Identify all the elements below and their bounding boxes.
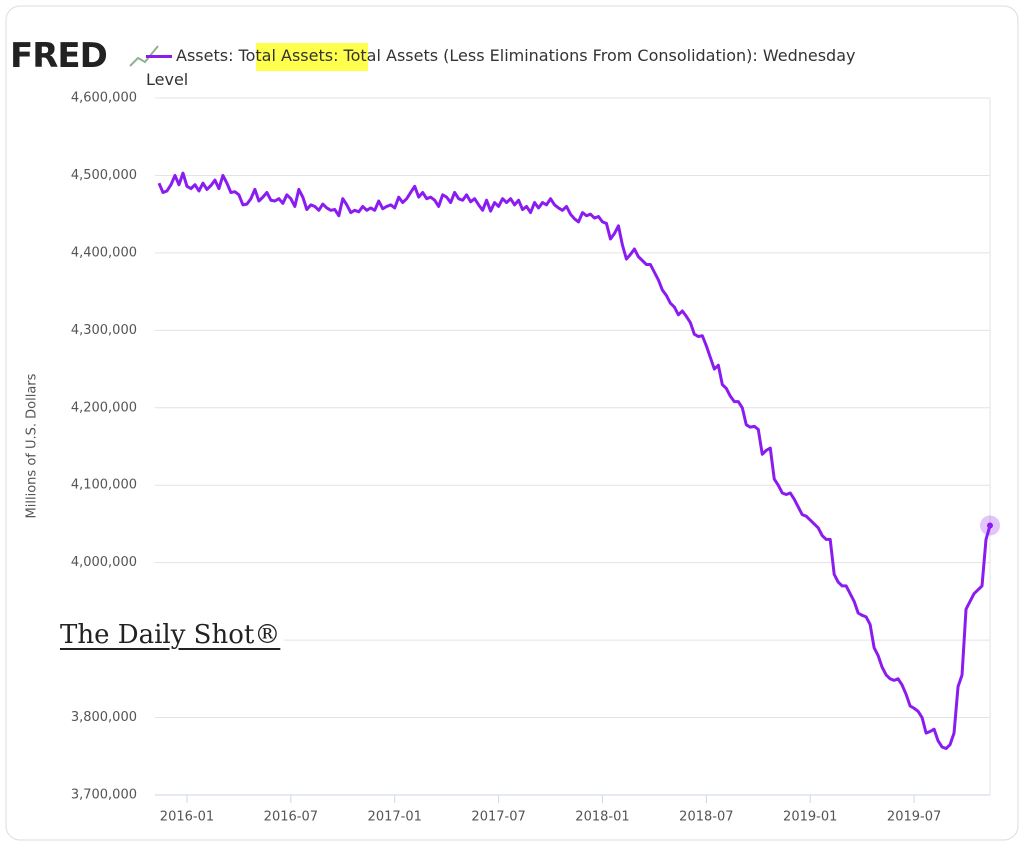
x-tick-label: 2016-07 bbox=[264, 810, 318, 825]
x-tick-label: 2018-01 bbox=[575, 810, 629, 825]
x-tick-label: 2017-07 bbox=[471, 810, 525, 825]
y-tick-label: 4,300,000 bbox=[71, 323, 137, 338]
logo: FRED bbox=[10, 36, 108, 76]
card-border bbox=[5, 5, 1019, 841]
x-tick-label: 2018-07 bbox=[679, 810, 733, 825]
x-tick-label: 2019-01 bbox=[783, 810, 837, 825]
y-tick-label: 4,000,000 bbox=[71, 555, 137, 570]
legend-swatch bbox=[146, 55, 172, 58]
x-tick-label: 2019-07 bbox=[887, 810, 941, 825]
y-axis-label: Millions of U.S. Dollars bbox=[25, 373, 40, 518]
y-tick-label: 4,400,000 bbox=[71, 245, 137, 260]
y-tick-label: 3,700,000 bbox=[71, 788, 137, 803]
line bbox=[157, 171, 992, 751]
x-tick-label: 2017-01 bbox=[368, 810, 422, 825]
y-tick-label: 4,600,000 bbox=[71, 91, 137, 106]
end-marker bbox=[987, 522, 993, 529]
logo-icon bbox=[129, 45, 159, 67]
y-tick-label: 3,800,000 bbox=[71, 710, 137, 725]
y-tick-label: 4,200,000 bbox=[71, 400, 137, 415]
y-tick-label: 4,100,000 bbox=[71, 478, 137, 493]
legend: Assets: Total Assets: Total Assets (Less… bbox=[146, 44, 916, 92]
x-tick-label: 2016-01 bbox=[160, 810, 214, 825]
legend-text: Assets: Total Assets: Total Assets (Less… bbox=[146, 46, 856, 89]
watermark: The Daily Shot® bbox=[56, 620, 285, 650]
y-tick-label: 4,500,000 bbox=[71, 168, 137, 183]
highlight bbox=[256, 43, 368, 71]
